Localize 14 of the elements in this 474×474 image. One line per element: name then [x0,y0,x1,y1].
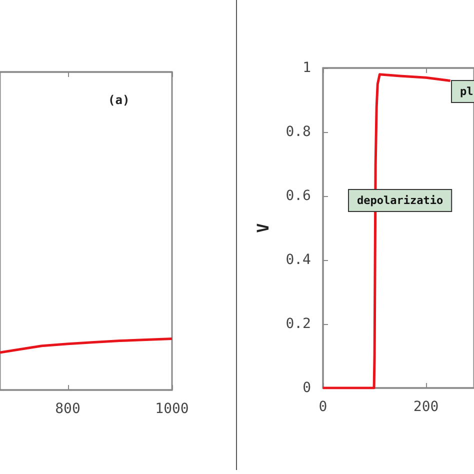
text: (a) [108,93,130,107]
x-tick-label: 0 [318,399,328,415]
annotation: depolarizatio [357,194,444,207]
y-tick-label: 0.8 [286,124,311,140]
y-tick-label: 0.6 [286,188,311,204]
x-tick-label: 200 [413,399,439,415]
x-tick-label: 1000 [155,401,189,417]
y-tick-label: 0 [302,380,311,396]
x-tick-label: 800 [55,401,80,417]
y-tick-label: 0.2 [286,316,311,332]
annotation: pl [460,85,474,98]
y-tick-label: 1 [302,60,311,76]
y-axis-title: V [254,222,272,233]
y-tick-label: 0.4 [286,252,311,268]
